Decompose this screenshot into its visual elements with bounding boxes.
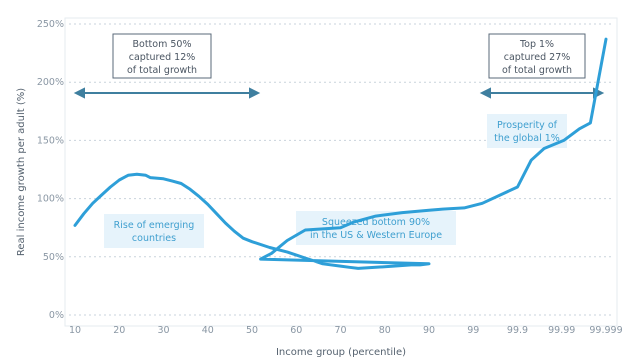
x-tick-label: 99: [467, 325, 479, 336]
bottom-50-box-line-2: captured 12%: [129, 52, 196, 63]
rise-label-box: [104, 214, 204, 248]
x-tick-label: 99.999: [589, 325, 622, 336]
bottom-50-box: [112, 33, 212, 79]
y-tick-label: 0%: [49, 310, 64, 321]
top-1-range-arrow: [479, 87, 605, 99]
prosperity-label-box: [487, 114, 567, 148]
y-tick-label: 200%: [37, 77, 64, 88]
x-tick-label: 50: [246, 325, 258, 336]
income-growth-line: [73, 37, 608, 270]
y-axis-title: Real income growth per adult (%): [16, 88, 27, 256]
x-axis-title: Income group (percentile): [276, 347, 406, 358]
y-tick-labels: 0% 50% 100% 150% 200% 250%: [37, 19, 64, 321]
squeezed-label-line-2: in the US & Western Europe: [310, 230, 442, 241]
top-1-box-line-2: captured 27%: [504, 52, 571, 63]
grid-lines: [69, 23, 612, 316]
prosperity-label-line-2: the global 1%: [494, 133, 560, 144]
bottom-50-box-line-3: of total growth: [127, 65, 197, 76]
x-tick-label: 10: [69, 325, 81, 336]
rise-label-line-1: Rise of emerging: [114, 220, 195, 231]
squeezed-label-line-1: Squeezed bottom 90%: [322, 217, 430, 228]
x-tick-label: 70: [334, 325, 346, 336]
y-tick-label: 150%: [37, 135, 64, 146]
bottom-50-range-arrow: [73, 87, 261, 99]
x-tick-label: 60: [290, 325, 302, 336]
rise-label-line-2: countries: [132, 233, 176, 244]
bottom-50-box-line-1: Bottom 50%: [133, 39, 192, 50]
x-tick-label: 90: [423, 325, 435, 336]
x-tick-label: 20: [113, 325, 125, 336]
x-tick-labels: 10 20 30 40 50 60 70 80 90 99 99.9 99.99 99.999: [69, 325, 622, 336]
y-tick-label: 50%: [43, 252, 64, 263]
x-tick-label: 40: [202, 325, 214, 336]
y-tick-label: 250%: [37, 19, 64, 30]
y-tick-label: 100%: [37, 194, 64, 205]
x-tick-label: 30: [157, 325, 169, 336]
prosperity-label-line-1: Prosperity of: [497, 120, 558, 131]
top-1-box-line-3: of total growth: [502, 65, 572, 76]
top-1-box: [488, 33, 586, 79]
x-tick-label: 99.99: [548, 325, 575, 336]
x-tick-label: 80: [379, 325, 391, 336]
x-tick-label: 99.9: [507, 325, 528, 336]
top-1-box-line-1: Top 1%: [519, 39, 554, 50]
